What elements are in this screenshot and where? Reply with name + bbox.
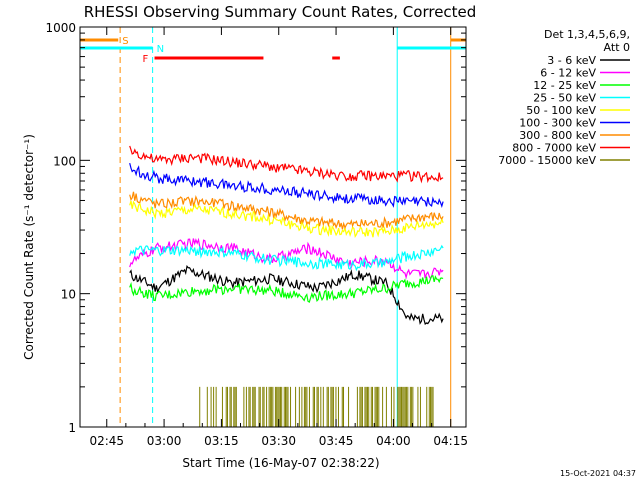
series-line-6: [129, 191, 444, 230]
legend-header-attenuator: Att 0: [604, 41, 630, 54]
legend-entry-label: 100 - 300 keV: [519, 117, 596, 130]
chart-title: RHESSI Observing Summary Count Rates, Co…: [84, 3, 477, 21]
y-tick-label: 10: [61, 288, 76, 302]
series-line-1: [129, 237, 444, 280]
legend-entry-label: 300 - 800 keV: [519, 129, 596, 142]
x-tick-label: 03:45: [319, 434, 354, 448]
series-line-3: [129, 244, 444, 272]
y-axis-ticks: 1 10 100 1000: [45, 21, 466, 435]
series-line-4: [129, 200, 444, 239]
plot-frame: [79, 26, 467, 428]
x-tick-label: 03:15: [204, 434, 239, 448]
y-tick-label: 1000: [45, 21, 76, 35]
x-tick-label: 03:30: [261, 434, 296, 448]
x-tick-label: 04:00: [376, 434, 411, 448]
x-tick-label: 02:45: [89, 434, 124, 448]
flag-label-s: S: [122, 36, 128, 47]
series-line-0: [129, 264, 444, 326]
x-tick-label: 03:00: [147, 434, 182, 448]
y-tick-label: 100: [53, 154, 76, 168]
legend-entry-label: 25 - 50 keV: [533, 92, 596, 105]
legend-entry-label: 12 - 25 keV: [533, 79, 596, 92]
series-line-5: [129, 162, 444, 209]
legend-entry-label: 50 - 100 keV: [526, 104, 596, 117]
x-axis-ticks: 02:45 03:00 03:15 03:30 03:45 04:00 04:15: [89, 27, 468, 448]
series-line-2: [129, 275, 444, 304]
series-line-7: [129, 145, 444, 184]
legend-entry-label: 6 - 12 keV: [540, 67, 596, 80]
flag-label-n: N: [157, 44, 164, 55]
legend-entry-label: 800 - 7000 keV: [512, 142, 596, 155]
footer-timestamp: 15-Oct-2021 04:37: [560, 469, 636, 478]
y-axis-label: Corrected Count Rate (s⁻¹ detector⁻¹): [22, 134, 36, 360]
x-tick-label: 04:15: [433, 434, 468, 448]
series-lines: [129, 145, 444, 427]
x-axis-label: Start Time (16-May-07 02:38:22): [182, 456, 379, 470]
legend-entry-label: 7000 - 15000 keV: [498, 154, 596, 167]
legend-header-detectors: Det 1,3,4,5,6,9,: [544, 28, 630, 41]
flag-bars: S NF: [80, 36, 466, 65]
flag-label-f: F: [143, 54, 149, 65]
legend-entry-label: 3 - 6 keV: [547, 54, 596, 67]
y-tick-label: 1: [68, 421, 76, 435]
